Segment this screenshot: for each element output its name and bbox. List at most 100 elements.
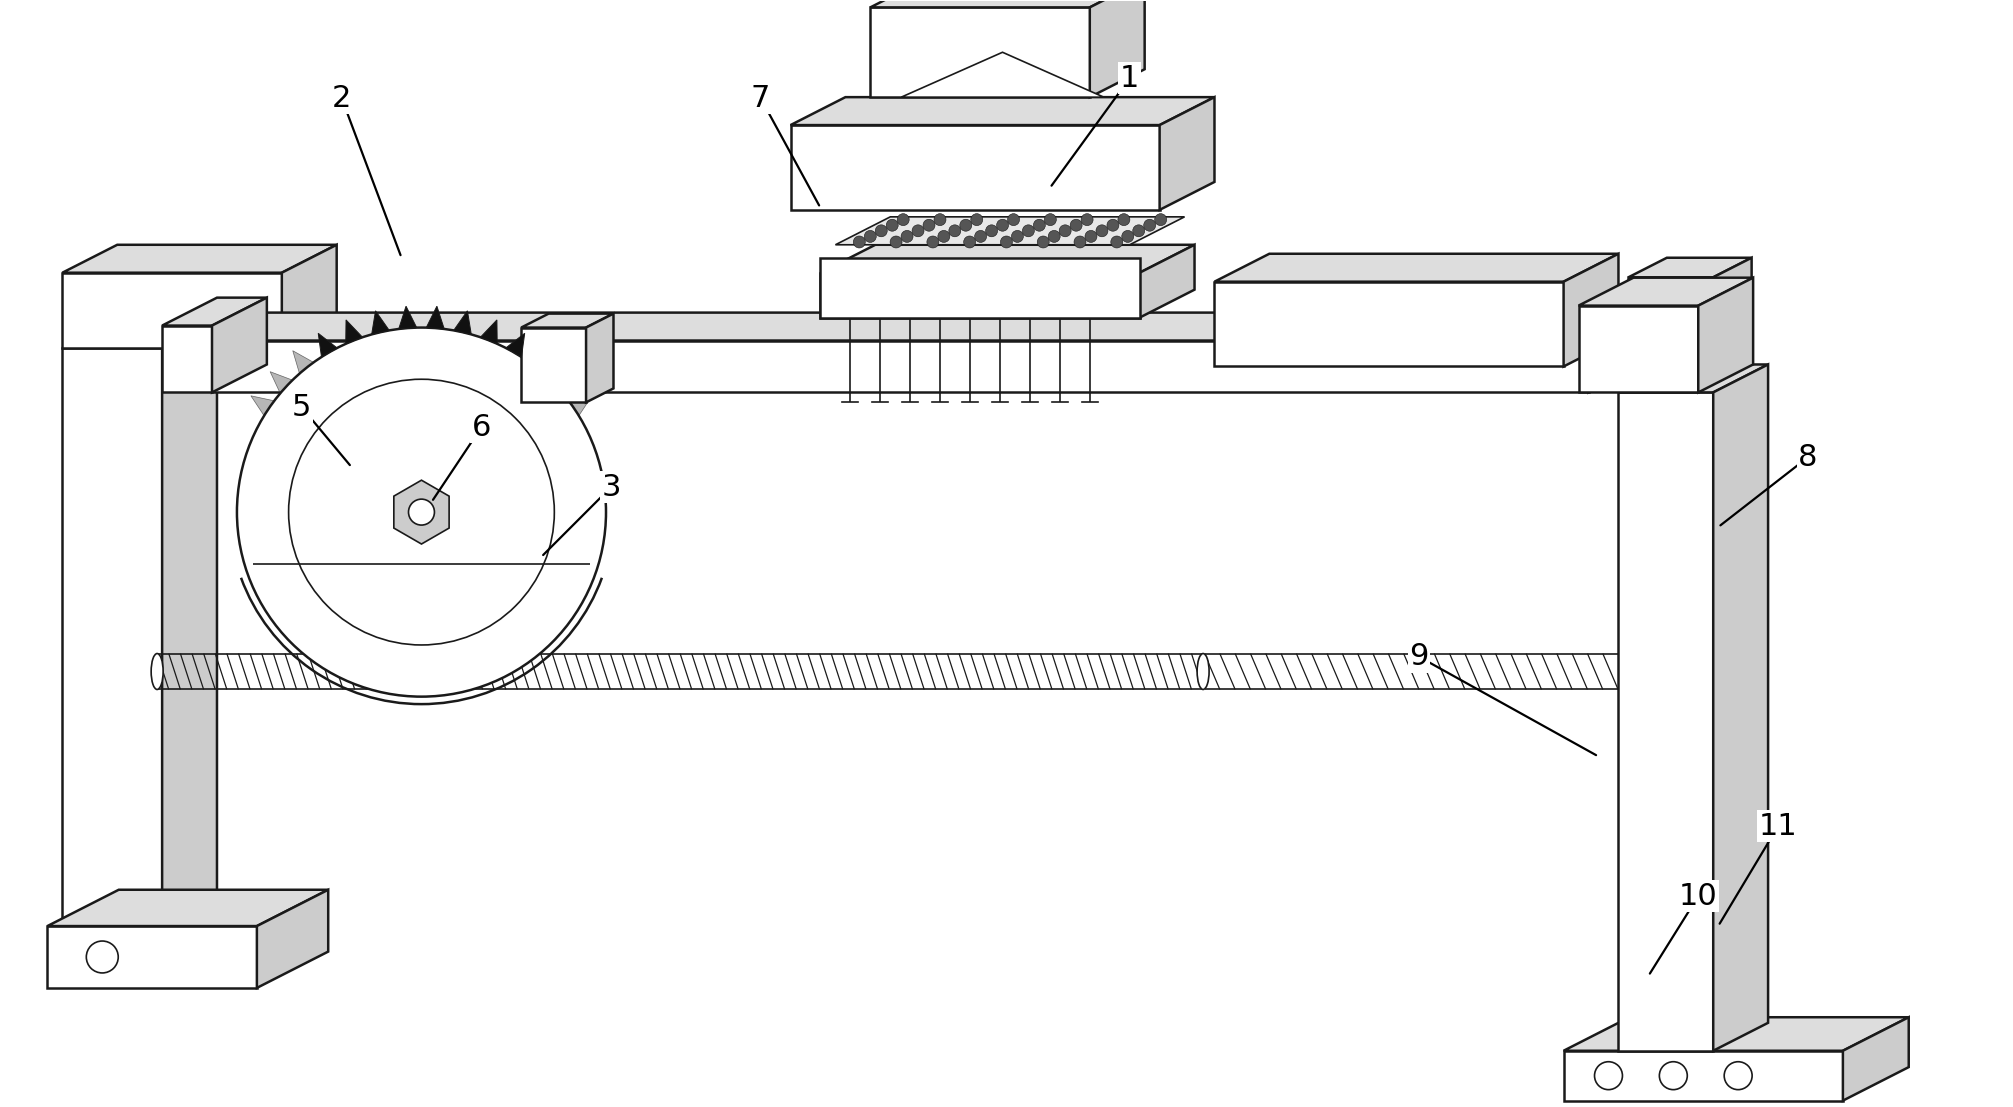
Polygon shape [211,312,1643,341]
Polygon shape [318,333,336,356]
Polygon shape [821,258,1139,318]
Text: 9: 9 [1409,642,1429,671]
Polygon shape [1159,97,1214,210]
Circle shape [912,225,924,237]
Text: 6: 6 [471,413,491,442]
Text: 8: 8 [1798,443,1818,472]
Circle shape [1045,214,1057,226]
Polygon shape [292,351,314,374]
Circle shape [974,230,986,242]
Polygon shape [48,927,258,987]
Polygon shape [821,272,1139,318]
Circle shape [964,236,976,248]
Polygon shape [62,245,336,272]
Polygon shape [1089,0,1145,97]
Circle shape [1111,236,1123,248]
Circle shape [1117,214,1129,226]
Circle shape [986,225,998,237]
Circle shape [898,214,910,226]
Polygon shape [372,311,389,334]
Polygon shape [211,341,1588,392]
Polygon shape [586,313,614,402]
Circle shape [876,225,888,237]
Circle shape [926,236,938,248]
Polygon shape [821,245,1194,272]
Polygon shape [1713,364,1767,1051]
Circle shape [924,219,934,231]
Polygon shape [1618,364,1767,392]
Polygon shape [211,298,268,392]
Polygon shape [62,272,282,348]
Circle shape [948,225,960,237]
Text: 7: 7 [751,84,771,113]
Circle shape [1081,214,1093,226]
Polygon shape [427,307,445,329]
Polygon shape [1629,258,1751,277]
Polygon shape [521,313,614,328]
Polygon shape [1564,254,1618,366]
Circle shape [238,328,606,696]
Polygon shape [1214,281,1564,366]
Circle shape [886,219,898,231]
Circle shape [890,236,902,248]
Circle shape [960,219,972,231]
Circle shape [1049,230,1061,242]
Circle shape [1107,219,1119,231]
Polygon shape [870,0,1145,8]
Circle shape [1725,1062,1751,1089]
Circle shape [1133,225,1145,237]
Polygon shape [835,217,1184,245]
Polygon shape [1588,312,1643,392]
Polygon shape [163,298,268,325]
Circle shape [1037,236,1049,248]
Polygon shape [346,320,362,344]
Polygon shape [1578,306,1699,392]
Polygon shape [270,372,292,393]
Text: 11: 11 [1759,811,1798,841]
Polygon shape [1139,245,1194,318]
Ellipse shape [151,653,163,690]
Polygon shape [529,351,550,374]
Polygon shape [62,348,163,927]
Polygon shape [791,125,1159,210]
Polygon shape [395,480,449,544]
Polygon shape [791,97,1214,125]
Text: 2: 2 [332,84,352,113]
Circle shape [1023,225,1035,237]
Polygon shape [282,245,336,348]
Circle shape [1085,230,1097,242]
Circle shape [1009,214,1019,226]
Circle shape [902,230,914,242]
Circle shape [87,941,119,973]
Circle shape [1000,236,1013,248]
Circle shape [1143,219,1155,231]
Polygon shape [453,311,471,334]
Polygon shape [1713,258,1751,382]
Circle shape [1121,230,1133,242]
Polygon shape [1564,1051,1842,1100]
Circle shape [864,230,876,242]
Polygon shape [1214,254,1618,281]
Polygon shape [1578,278,1753,306]
Circle shape [970,214,982,226]
Polygon shape [399,307,417,329]
Circle shape [1059,225,1071,237]
Polygon shape [1618,392,1713,1051]
Polygon shape [1629,277,1713,382]
Polygon shape [48,890,328,927]
Text: 5: 5 [292,393,312,422]
Text: 1: 1 [1119,64,1139,93]
Circle shape [1095,225,1107,237]
Polygon shape [258,890,328,987]
Polygon shape [252,396,274,416]
Polygon shape [1842,1017,1908,1100]
Circle shape [1033,219,1045,231]
Circle shape [1011,230,1023,242]
Circle shape [409,499,435,525]
Polygon shape [870,8,1089,97]
Polygon shape [902,52,1103,97]
Ellipse shape [1198,653,1210,690]
Circle shape [1071,219,1083,231]
Polygon shape [163,325,211,392]
Polygon shape [62,320,217,348]
